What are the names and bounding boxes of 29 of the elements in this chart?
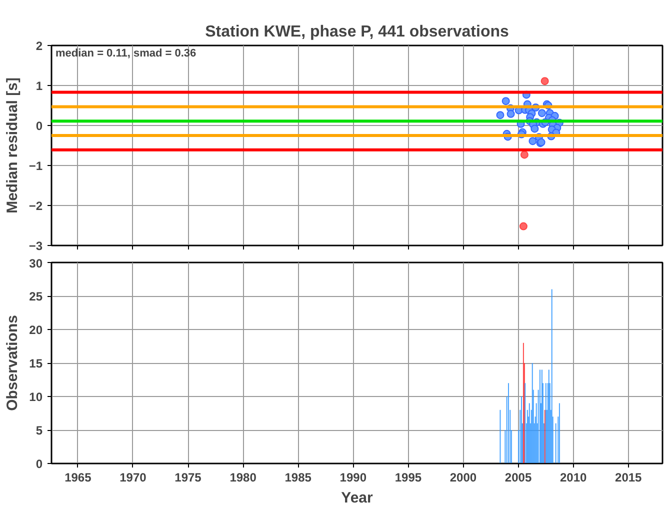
x-tick-label: 1980	[230, 470, 257, 484]
y-tick-label: 1	[36, 79, 43, 93]
x-tick-label: 2005	[504, 470, 532, 484]
x-tick-label: 1975	[174, 470, 202, 484]
y-tick-label: 20	[29, 323, 43, 337]
y-tick-label: −3	[28, 239, 43, 253]
y-tick-label: 10	[29, 390, 43, 404]
y-tick-label: 30	[29, 256, 43, 270]
y-axis-title: Observations	[4, 315, 22, 411]
y-tick-label: −2	[28, 199, 43, 213]
y-tick-label: 0	[36, 119, 43, 133]
annotation: median = 0.11, smad = 0.36	[56, 48, 196, 60]
x-tick-label: 2015	[615, 470, 642, 484]
y-tick-label: 2	[36, 39, 43, 53]
x-tick-label: 1985	[284, 470, 312, 484]
x-tick-label: 1970	[120, 470, 147, 484]
x-tick-label: 2000	[450, 470, 477, 484]
x-axis-title: Year	[341, 490, 374, 506]
y-tick-label: 15	[29, 356, 43, 370]
x-tick-label: 2010	[560, 470, 587, 484]
y-tick-label: 0	[36, 457, 43, 471]
y-tick-label: 25	[29, 290, 43, 304]
y-tick-label: −1	[28, 159, 43, 173]
x-tick-label: 1965	[64, 470, 92, 484]
x-tick-label: 1995	[394, 470, 422, 484]
y-tick-label: 5	[36, 424, 43, 438]
x-tick-label: 1990	[340, 470, 367, 484]
y-axis-title: Median residual [s]	[4, 78, 21, 214]
chart-title: Station KWE, phase P, 441 observations	[205, 24, 509, 40]
